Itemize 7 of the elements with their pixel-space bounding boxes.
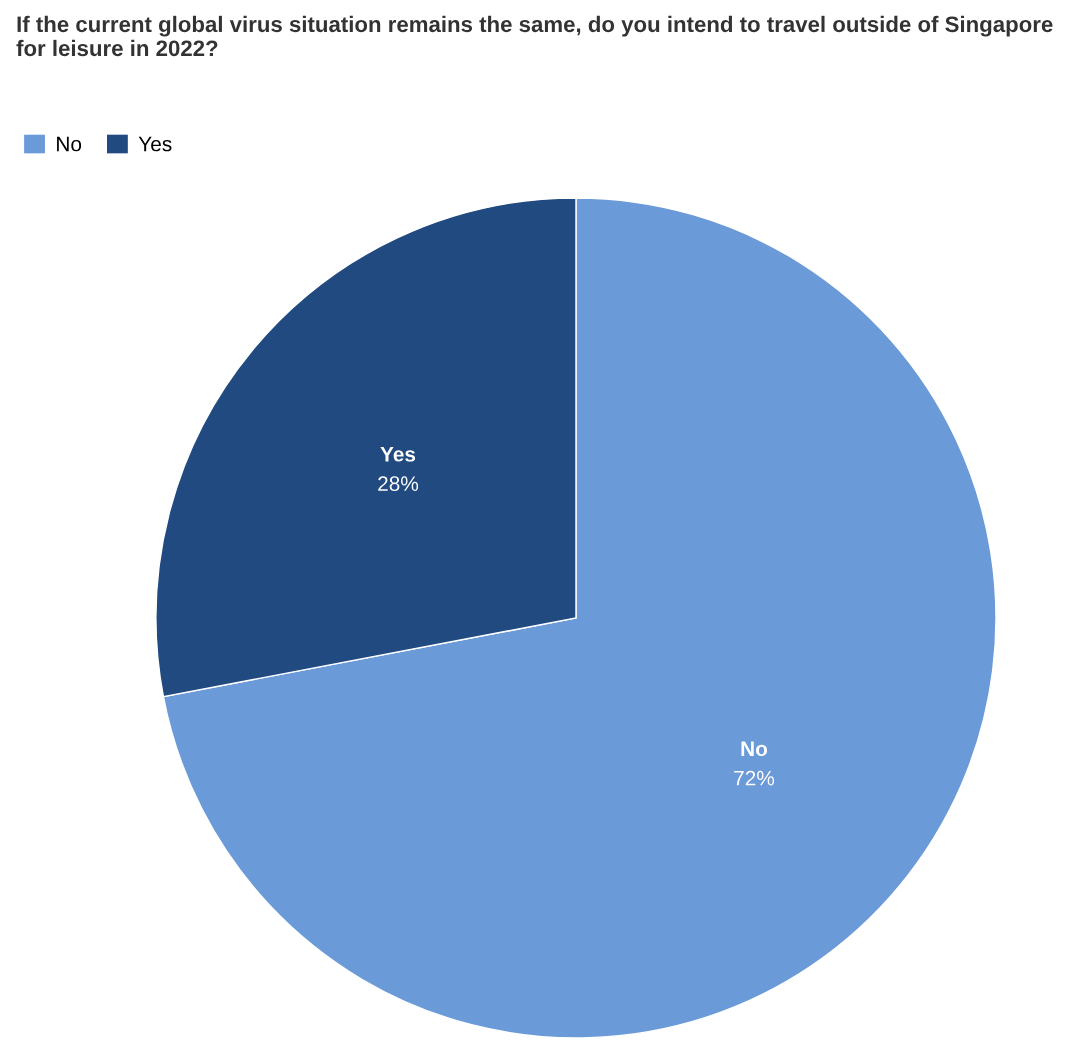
slice-label: Yes bbox=[380, 447, 416, 462]
legend-label: No bbox=[57, 136, 82, 152]
data-label: 72% bbox=[734, 770, 775, 786]
data-label: 28% bbox=[378, 476, 419, 491]
legend-label: Yes bbox=[138, 136, 172, 152]
chart-title: If the current global virus situation remains the same, do you intend to travel outside of Singapore for leisure in 2022? bbox=[16, 15, 1053, 57]
slice-label: No bbox=[741, 741, 768, 757]
